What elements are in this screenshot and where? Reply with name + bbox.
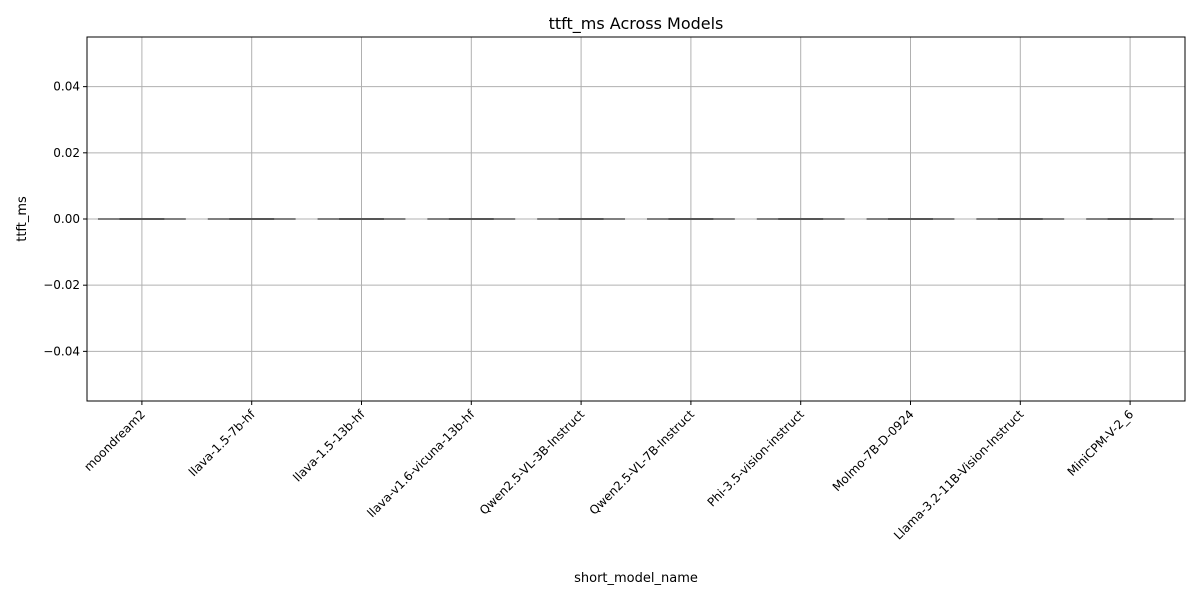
y-tick-label: 0.00 bbox=[53, 212, 80, 226]
box-body bbox=[229, 218, 275, 220]
box-body bbox=[888, 218, 933, 220]
box-body bbox=[1107, 218, 1153, 220]
y-axis-label: ttft_ms bbox=[15, 196, 30, 242]
chart-title: ttft_ms Across Models bbox=[549, 14, 724, 34]
box-body bbox=[997, 218, 1043, 220]
box-body bbox=[339, 218, 384, 220]
box-body bbox=[448, 218, 494, 220]
y-tick-label: −0.02 bbox=[43, 278, 80, 292]
box-body bbox=[668, 218, 714, 220]
box-body bbox=[119, 218, 165, 220]
box-2 bbox=[317, 218, 406, 220]
box-0 bbox=[97, 218, 186, 220]
x-axis-label: short_model_name bbox=[574, 571, 698, 586]
box-5 bbox=[646, 218, 735, 220]
box-8 bbox=[976, 218, 1065, 220]
y-tick-label: 0.04 bbox=[53, 80, 80, 94]
box-body bbox=[778, 218, 824, 220]
box-3 bbox=[427, 218, 516, 220]
box-1 bbox=[207, 218, 296, 220]
y-tick-label: 0.02 bbox=[53, 146, 80, 160]
box-4 bbox=[537, 218, 626, 220]
box-7 bbox=[866, 218, 955, 220]
boxes bbox=[97, 218, 1175, 220]
y-tick-label: −0.04 bbox=[43, 344, 80, 358]
box-9 bbox=[1086, 218, 1175, 220]
box-6 bbox=[756, 218, 845, 220]
y-ticks: −0.04 −0.02 0.00 0.02 0.04 bbox=[43, 80, 87, 358]
box-body bbox=[558, 218, 604, 220]
